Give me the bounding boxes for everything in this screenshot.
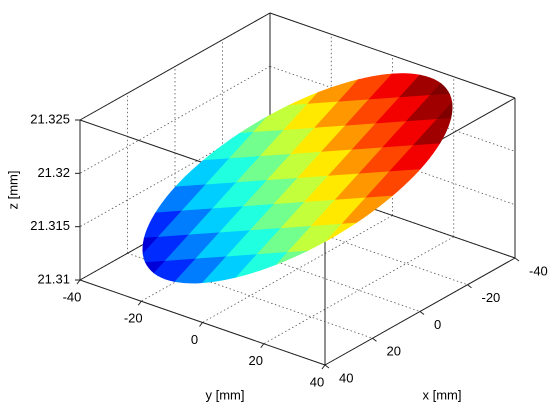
surface-cell [429, 73, 453, 96]
x-tick [324, 364, 330, 369]
surface-cell [142, 236, 160, 267]
z-tick-label: 21.315 [30, 218, 70, 233]
surface-cell [142, 260, 166, 284]
x-tick [514, 257, 520, 262]
grid-line [263, 236, 454, 345]
grid-line [79, 65, 271, 174]
grid-line [222, 199, 468, 286]
y-tick [76, 279, 81, 285]
x-tick-label: 0 [434, 317, 441, 332]
grid-line [174, 226, 421, 312]
x-tick-label: -20 [482, 290, 501, 305]
y-tick [260, 343, 265, 349]
x-tick [372, 337, 377, 342]
x-tick [467, 284, 472, 289]
z-tick-label: 21.31 [37, 271, 70, 286]
y-tick-label: 20 [249, 353, 263, 368]
x-tick [419, 311, 425, 315]
z-tick-label: 21.325 [30, 111, 70, 126]
y-axis-label: y [mm] [206, 387, 245, 402]
y-tick-label: -40 [63, 289, 82, 304]
grid-line [127, 252, 373, 339]
y-tick [137, 300, 142, 306]
grid-line [269, 65, 516, 152]
axis-box-edge [269, 12, 516, 99]
y-tick [199, 322, 203, 327]
x-tick-label: -40 [529, 263, 548, 278]
y-tick-label: -20 [124, 311, 143, 326]
y-tick [321, 364, 326, 370]
grid-line [202, 215, 393, 323]
x-tick-label: 20 [387, 344, 401, 359]
z-tick-label: 21.32 [37, 165, 70, 180]
axis-box-edge [79, 12, 271, 121]
z-axis-label: z [mm] [5, 171, 20, 210]
y-tick-label: 0 [191, 332, 198, 347]
surface [80, 73, 453, 291]
surface-cell [80, 263, 134, 291]
surface-cell [435, 90, 453, 120]
grid-line [269, 119, 516, 206]
x-tick-label: 40 [339, 370, 353, 385]
y-tick-label: 40 [310, 374, 324, 389]
x-axis-label: x [mm] [423, 387, 462, 402]
